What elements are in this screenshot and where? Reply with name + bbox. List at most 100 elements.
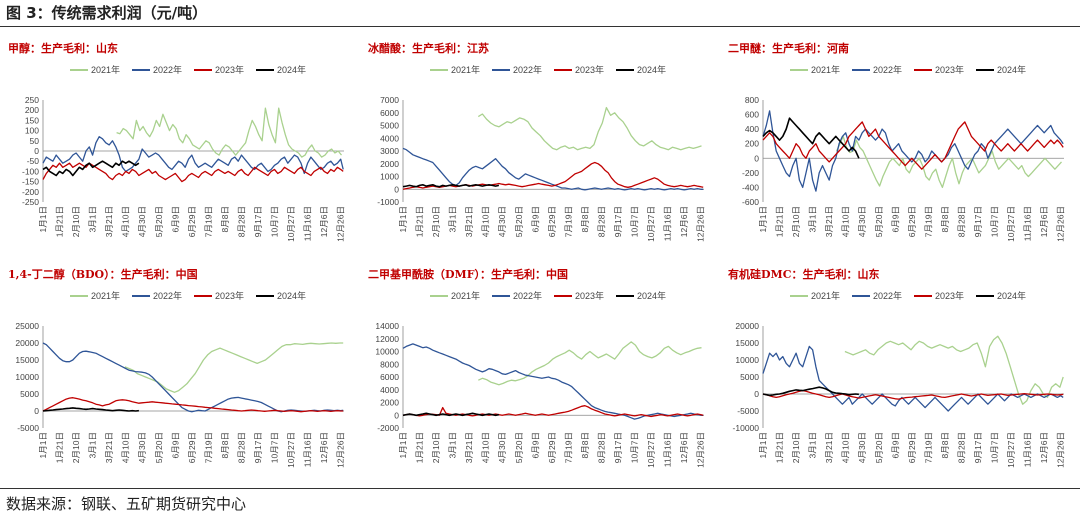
y-tick-label: -1000 bbox=[377, 197, 399, 207]
legend-label: 2023年 bbox=[215, 64, 244, 75]
y-tick-label: 0 bbox=[34, 146, 39, 156]
x-tick-label: 12月6日 bbox=[1039, 206, 1049, 237]
y-tick-label: 2000 bbox=[380, 159, 399, 169]
x-tick-label: 2月10日 bbox=[71, 432, 81, 463]
x-tick-label: 4月10日 bbox=[481, 206, 491, 237]
chart-panel-2: 冰醋酸：生产毛利：江苏 2021年 2022年 2023年 2024年 -1000 0 10… bbox=[360, 32, 720, 263]
chart-methanol: 2021年 2022年 2023年 2024年 -250-200-150-100-500… bbox=[22, 64, 346, 242]
x-tick-label: 10月27日 bbox=[286, 432, 296, 468]
x-tick-label: 3月21日 bbox=[464, 432, 474, 463]
y-tick-label: -200 bbox=[742, 168, 759, 178]
x-tick-label: 3月21日 bbox=[824, 206, 834, 237]
series-line-2022年 bbox=[762, 110, 1064, 192]
x-tick-label: 11月16日 bbox=[663, 432, 673, 467]
x-tick-label: 10月7日 bbox=[990, 432, 1000, 463]
y-tick-label: 600 bbox=[745, 110, 759, 120]
x-tick-label: 4月10日 bbox=[841, 206, 851, 237]
legend-item: 2023年 bbox=[554, 64, 604, 75]
series-line-2023年 bbox=[762, 389, 1064, 400]
series-line-2023年 bbox=[402, 161, 704, 190]
x-tick-label: 5月20日 bbox=[514, 432, 524, 463]
series-line-2021年 bbox=[477, 106, 702, 151]
x-tick-label: 10月27日 bbox=[646, 432, 656, 468]
x-tick-label: 8月28日 bbox=[236, 432, 246, 463]
y-tick-label: -50 bbox=[27, 156, 40, 166]
x-tick-label: 3月21日 bbox=[824, 432, 834, 463]
x-tick-label: 8月28日 bbox=[956, 432, 966, 463]
x-tick-label: 8月8日 bbox=[580, 206, 590, 232]
x-tick-label: 10月7日 bbox=[630, 206, 640, 237]
x-tick-label: 6月9日 bbox=[170, 432, 180, 458]
series-line-2024年 bbox=[402, 184, 500, 188]
chart-dme: 2021年 2022年 2023年 2024年 -600 -400 -200 0 200 400 6… bbox=[742, 64, 1066, 242]
x-tick-label: 11月16日 bbox=[1023, 206, 1033, 241]
legend-item: 2021年 bbox=[70, 290, 120, 301]
x-tick-label: 10月27日 bbox=[646, 206, 656, 242]
series-line-2024年 bbox=[42, 407, 139, 412]
x-tick-label: 7月19日 bbox=[203, 432, 213, 463]
series-line-2021年 bbox=[116, 107, 343, 158]
legend-item: 2022年 bbox=[852, 64, 902, 75]
x-tick-label: 2月10日 bbox=[791, 432, 801, 463]
x-tick-label: 1月1日 bbox=[758, 432, 768, 458]
legend-label: 2023年 bbox=[215, 290, 244, 301]
legend-label: 2021年 bbox=[811, 290, 840, 301]
x-tick-label: 4月10日 bbox=[481, 432, 491, 463]
y-tick-label: 20000 bbox=[15, 338, 39, 348]
legend-item: 2024年 bbox=[976, 64, 1026, 75]
x-tick-label: 8月8日 bbox=[220, 206, 230, 232]
y-tick-label: -10000 bbox=[733, 423, 760, 433]
y-tick-label: 4000 bbox=[380, 385, 399, 395]
y-tick-label: 4000 bbox=[380, 133, 399, 143]
legend-label: 2022年 bbox=[873, 290, 902, 301]
legend-label: 2024年 bbox=[277, 64, 306, 75]
x-tick-label: 6月9日 bbox=[530, 432, 540, 458]
y-tick-label: 15000 bbox=[735, 338, 759, 348]
x-tick-label: 8月8日 bbox=[580, 432, 590, 458]
series-line-2024年 bbox=[42, 160, 140, 177]
x-tick-label: 3月1日 bbox=[88, 206, 98, 232]
x-tick-label: 4月30日 bbox=[857, 206, 867, 237]
x-tick-label: 3月1日 bbox=[808, 432, 818, 458]
legend-item: 2021年 bbox=[790, 290, 840, 301]
legend-label: 2022年 bbox=[513, 290, 542, 301]
y-tick-label: 1000 bbox=[380, 172, 399, 182]
x-tick-label: 8月28日 bbox=[956, 206, 966, 237]
y-tick-label: 5000 bbox=[380, 121, 399, 131]
series-line-2024年 bbox=[402, 412, 500, 417]
y-tick-label: -200 bbox=[22, 187, 39, 197]
chart-panel-5: 二甲基甲酰胺（DMF）：生产毛利：中国 2021年 2022年 2023年 2024年… bbox=[360, 258, 720, 489]
y-tick-label: -100 bbox=[22, 166, 39, 176]
x-tick-label: 4月30日 bbox=[497, 432, 507, 463]
chart-bdo: 2021年 2022年 2023年 2024年 -5000 0 5000 10000 15000… bbox=[15, 290, 345, 468]
legend-label: 2023年 bbox=[935, 290, 964, 301]
x-tick-label: 3月1日 bbox=[88, 432, 98, 458]
x-tick-label: 3月21日 bbox=[104, 432, 114, 463]
legend-label: 2021年 bbox=[811, 64, 840, 75]
x-tick-label: 11月16日 bbox=[303, 206, 313, 241]
y-tick-label: 8000 bbox=[380, 359, 399, 369]
y-tick-label: 0 bbox=[34, 406, 39, 416]
series-line-2021年 bbox=[478, 341, 702, 386]
legend-item: 2023年 bbox=[914, 64, 964, 75]
x-tick-label: 7月19日 bbox=[203, 206, 213, 237]
y-tick-label: 15000 bbox=[15, 355, 39, 365]
x-tick-label: 10月7日 bbox=[630, 432, 640, 463]
x-tick-label: 6月9日 bbox=[890, 432, 900, 458]
x-tick-label: 7月19日 bbox=[923, 432, 933, 463]
x-tick-label: 6月29日 bbox=[907, 206, 917, 237]
y-tick-label: 0 bbox=[394, 410, 399, 420]
y-tick-label: 100 bbox=[25, 126, 39, 136]
series-line-2022年 bbox=[42, 136, 344, 175]
x-tick-label: 8月28日 bbox=[236, 206, 246, 237]
x-tick-label: 12月6日 bbox=[679, 206, 689, 237]
y-tick-label: 400 bbox=[745, 124, 759, 134]
x-tick-label: 12月6日 bbox=[679, 432, 689, 463]
y-tick-label: 10000 bbox=[735, 355, 759, 365]
x-tick-label: 1月21日 bbox=[55, 206, 65, 237]
x-tick-label: 2月10日 bbox=[71, 206, 81, 237]
x-tick-label: 6月29日 bbox=[187, 432, 197, 463]
series-line-2022年 bbox=[402, 343, 704, 420]
x-tick-label: 9月17日 bbox=[613, 432, 623, 463]
x-tick-label: 1月21日 bbox=[55, 432, 65, 463]
